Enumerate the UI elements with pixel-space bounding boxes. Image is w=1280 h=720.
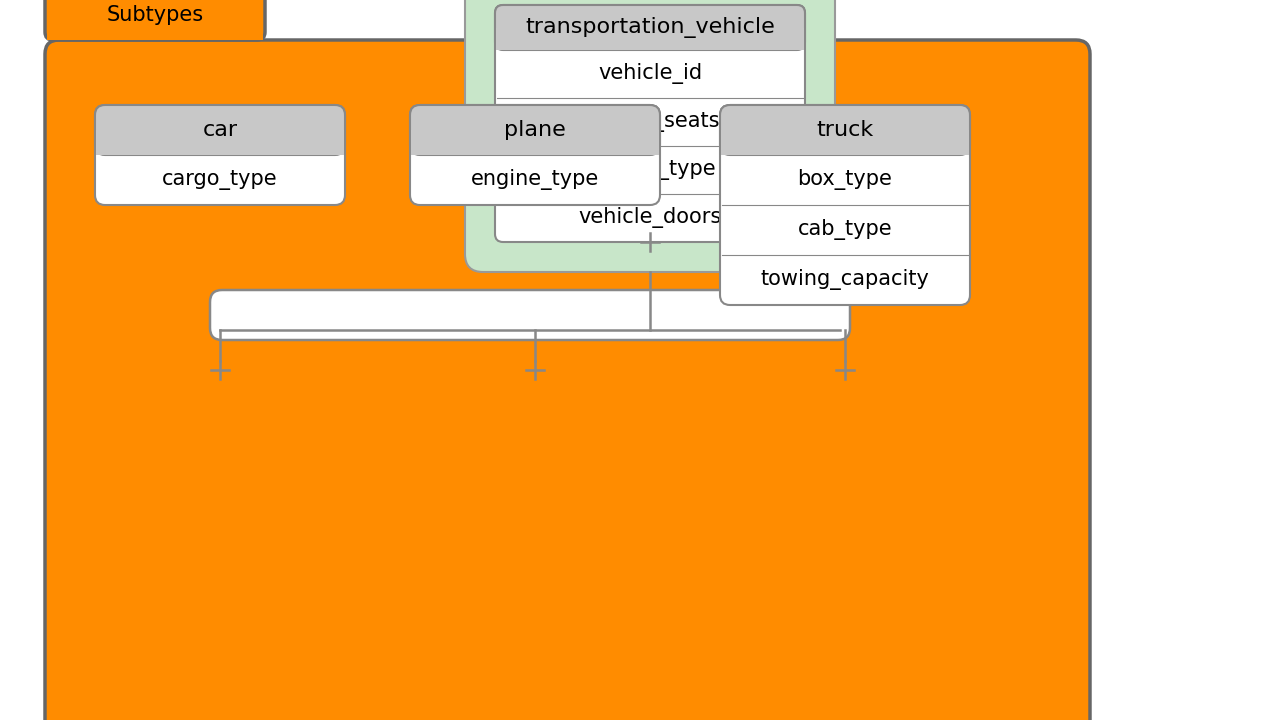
Bar (721, 130, 969, 155)
Text: cab_type: cab_type (797, 220, 892, 240)
FancyBboxPatch shape (210, 290, 850, 340)
Text: Subtypes: Subtypes (106, 5, 204, 25)
FancyBboxPatch shape (45, 40, 1091, 720)
Text: towing_capacity: towing_capacity (760, 269, 929, 290)
Text: vehicle_id: vehicle_id (598, 63, 701, 84)
FancyBboxPatch shape (719, 105, 970, 305)
FancyBboxPatch shape (410, 105, 660, 205)
Text: engine_type: engine_type (471, 169, 599, 191)
FancyBboxPatch shape (410, 105, 660, 155)
Text: vehicle_type: vehicle_type (584, 160, 716, 181)
Bar (411, 130, 659, 155)
FancyBboxPatch shape (495, 5, 805, 242)
Text: truck: truck (817, 120, 874, 140)
FancyBboxPatch shape (95, 105, 346, 205)
Bar (497, 27, 804, 50)
Text: car: car (202, 120, 238, 140)
FancyBboxPatch shape (719, 105, 970, 155)
Text: box_type: box_type (797, 169, 892, 191)
Text: plane: plane (504, 120, 566, 140)
Bar (96, 130, 344, 155)
FancyBboxPatch shape (465, 0, 835, 272)
Text: vehicle_seats: vehicle_seats (580, 112, 721, 132)
Text: cargo_type: cargo_type (163, 170, 278, 190)
FancyBboxPatch shape (495, 5, 805, 50)
Text: transportation_vehicle: transportation_vehicle (525, 17, 774, 38)
FancyBboxPatch shape (45, 0, 265, 40)
FancyBboxPatch shape (95, 105, 346, 155)
Text: vehicle_doors: vehicle_doors (579, 207, 722, 228)
Bar (47, 13, 262, 40)
